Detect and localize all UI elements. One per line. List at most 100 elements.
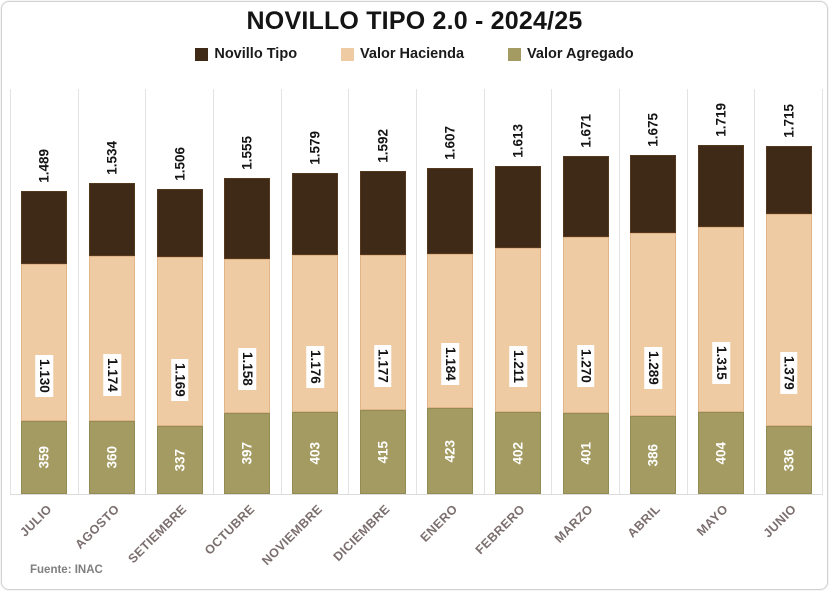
bar-segment-valor-agregado [292,412,339,494]
valor-hacienda-value-label: 1.176 [306,346,324,388]
valor-hacienda-value-label: 1.174 [103,354,121,396]
bar-segment-novillo-tipo [21,191,68,264]
legend-label: Novillo Tipo [214,46,298,62]
total-value-label: 1.675 [645,113,661,147]
legend-label: Valor Agregado [527,46,634,62]
bar-segment-novillo-tipo [359,171,406,255]
bar-segment-novillo-tipo [562,156,609,237]
valor-hacienda-value-label: 1.211 [509,345,527,387]
x-axis-label-noviembre: NOVIEMBRE [258,502,325,568]
x-axis-label-julio: JULIO [16,502,55,540]
valor-hacienda-value-label: 1.184 [441,343,460,385]
total-value-label: 1.579 [307,131,323,165]
bar-segment-valor-hacienda [21,264,68,421]
total-value-label: 1.489 [36,149,52,183]
bar-segment-novillo-tipo [765,146,812,214]
total-value-label: 1.592 [375,129,391,163]
bar-segment-valor-agregado [89,421,135,494]
valor-agregado-value-label: 386 [645,443,661,467]
valor-agregado-value-label: 404 [713,441,729,465]
x-axis-label-agosto: AGOSTO [72,502,122,552]
bar-segment-novillo-tipo [89,183,135,256]
valor-agregado-value-label: 397 [239,442,255,465]
source-note: Fuente: INAC [30,564,103,576]
valor-agregado-value-label: 337 [172,448,188,472]
legend-swatch-icon [341,47,355,61]
bar-segment-valor-agregado [630,416,677,494]
valor-hacienda-value-label: 1.177 [373,345,392,387]
x-axis-label-marzo: MARZO [551,502,596,546]
x-axis-label-mayo: MAYO [694,502,731,539]
total-value-label: 1.719 [713,103,729,137]
bar-segment-valor-agregado [21,421,68,494]
bar-column-setiembre: 1.506 1.169 337 SETIEMBRE [126,89,213,566]
valor-hacienda-value-label: 1.130 [35,355,54,397]
bar-segment-novillo-tipo [698,145,745,227]
total-value-label: 1.607 [442,126,458,160]
x-axis-label-junio: JUNIO [760,502,799,541]
stacked-bar [89,183,135,494]
x-axis-label-enero: ENERO [417,502,461,545]
bar-column-mayo: 1.719 1.315 404 MAYO [686,89,755,539]
bar-column-enero: 1.607 1.184 423 ENERO [416,89,484,545]
valor-agregado-value-label: 336 [781,448,797,472]
stacked-bar [765,146,812,494]
bar-column-julio: 1.489 1.130 359 JULIO [11,89,78,539]
valor-hacienda-value-label: 1.270 [576,345,595,387]
bar-column-marzo: 1.671 1.270 401 MARZO [551,89,619,546]
valor-agregado-value-label: 359 [36,446,52,469]
stacked-bar [698,145,745,494]
bar-segment-valor-agregado [427,408,474,494]
valor-agregado-value-label: 402 [510,441,526,465]
bar-column-febrero: 1.613 1.211 402 FEBRERO [473,89,552,557]
legend-item-valor-agregado: Valor Agregado [508,46,634,62]
x-axis-label-setiembre: SETIEMBRE [125,502,190,567]
bar-segment-novillo-tipo [427,168,474,254]
bar-segment-valor-agregado [765,426,812,494]
total-value-label: 1.613 [510,124,526,158]
bar-segment-valor-hacienda [89,256,135,421]
bar-segment-novillo-tipo [630,155,677,233]
valor-hacienda-value-label: 1.158 [238,348,257,390]
valor-agregado-value-label: 423 [442,439,458,463]
legend-swatch-icon [508,47,522,61]
bar-segment-valor-agregado [156,426,203,494]
bar-column-octubre: 1.555 1.158 397 OCTUBRE [202,89,281,558]
legend-item-novillo-tipo: Novillo Tipo [195,46,297,62]
valor-hacienda-value-label: 1.289 [644,347,663,389]
bar-segment-valor-agregado [562,413,609,494]
bar-segment-valor-hacienda [495,248,542,412]
x-axis-label-febrero: FEBRERO [472,502,528,558]
bar-column-junio: 1.715 1.379 336 JUNIO [754,89,822,540]
total-value-label: 1.555 [239,136,255,170]
chart-legend: Novillo Tipo Valor Hacienda Valor Agregado [2,46,827,62]
bar-segment-valor-hacienda [698,227,745,412]
bar-segment-valor-agregado [224,413,271,494]
bar-segment-valor-agregado [359,410,406,494]
valor-agregado-value-label: 360 [104,446,120,469]
bar-column-agosto: 1.534 1.174 360 AGOSTO [72,89,146,552]
stacked-bar [495,166,542,494]
bar-segment-valor-hacienda [292,255,339,412]
valor-hacienda-value-label: 1.379 [779,352,798,394]
plot-area: 1.489 1.130 359 JULIO 1.534 1.174 360 AGOSTO 1.5… [10,89,823,568]
bar-column-noviembre: 1.579 1.176 403 NOVIEMBRE [259,89,349,568]
total-value-label: 1.715 [781,104,797,138]
x-axis-label-octubre: OCTUBRE [201,502,258,558]
bar-column-abril: 1.675 1.289 386 ABRIL [619,89,687,540]
total-value-label: 1.506 [172,147,188,181]
legend-swatch-icon [195,47,209,61]
bar-segment-novillo-tipo [224,178,271,259]
bar-segment-valor-agregado [698,412,745,494]
valor-agregado-value-label: 415 [375,440,391,464]
valor-agregado-value-label: 403 [307,441,323,465]
total-value-label: 1.534 [104,141,120,175]
total-value-label: 1.671 [578,114,594,148]
valor-hacienda-value-label: 1.315 [712,342,730,384]
stacked-bar [562,156,609,494]
bar-segment-novillo-tipo [156,189,203,257]
bar-segment-valor-agregado [495,412,542,494]
x-axis-label-diciembre: DICIEMBRE [330,502,393,565]
legend-label: Valor Hacienda [360,46,465,62]
